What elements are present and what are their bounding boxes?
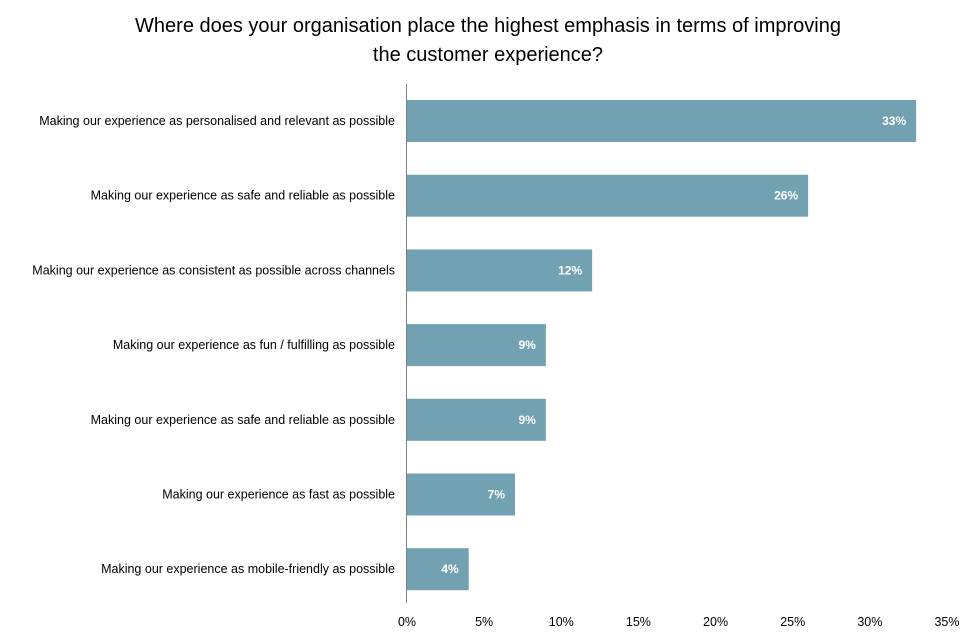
data-label: 26% — [774, 189, 798, 203]
bar — [407, 249, 593, 292]
x-axis-ticks: 0% 5% 10% 15% 20% 25% 30% 35% — [398, 615, 960, 629]
x-tick-label: 10% — [549, 615, 574, 629]
chart-title-line-2: the customer experience? — [372, 44, 604, 66]
x-tick-label: 30% — [857, 615, 882, 629]
x-tick-label: 15% — [626, 615, 651, 629]
x-tick-label: 25% — [780, 615, 805, 629]
bars-layer: 33% 26% 12% 9% 9% 7% 4% — [407, 100, 917, 591]
data-label: 7% — [488, 488, 506, 502]
chart-title: Where does your organisation place the h… — [0, 12, 976, 70]
category-label: Making our experience as consistent as p… — [32, 263, 395, 277]
x-tick-label: 5% — [475, 615, 493, 629]
bar — [407, 548, 469, 591]
category-label: Making our experience as personalised an… — [39, 114, 395, 128]
x-tick-label: 35% — [934, 615, 959, 629]
x-tick-label: 0% — [398, 615, 416, 629]
bar — [407, 100, 917, 142]
data-label: 9% — [519, 338, 537, 352]
bar — [407, 324, 546, 367]
category-label: Making our experience as safe and reliab… — [91, 413, 395, 427]
category-label: Making our experience as fast as possibl… — [162, 488, 395, 502]
data-label: 9% — [519, 413, 537, 427]
data-label: 33% — [882, 114, 906, 128]
bar — [407, 174, 809, 217]
chart-title-line-1: Where does your organisation place the h… — [135, 15, 841, 37]
bar — [407, 473, 515, 516]
category-label: Making our experience as safe and reliab… — [91, 189, 395, 203]
category-labels: Making our experience as personalised an… — [32, 114, 395, 576]
bar — [407, 398, 546, 441]
data-label: 4% — [441, 562, 459, 576]
x-tick-label: 20% — [703, 615, 728, 629]
data-label: 12% — [558, 263, 582, 277]
category-label: Making our experience as mobile-friendly… — [101, 562, 395, 576]
category-label: Making our experience as fun / fulfillin… — [113, 338, 395, 352]
